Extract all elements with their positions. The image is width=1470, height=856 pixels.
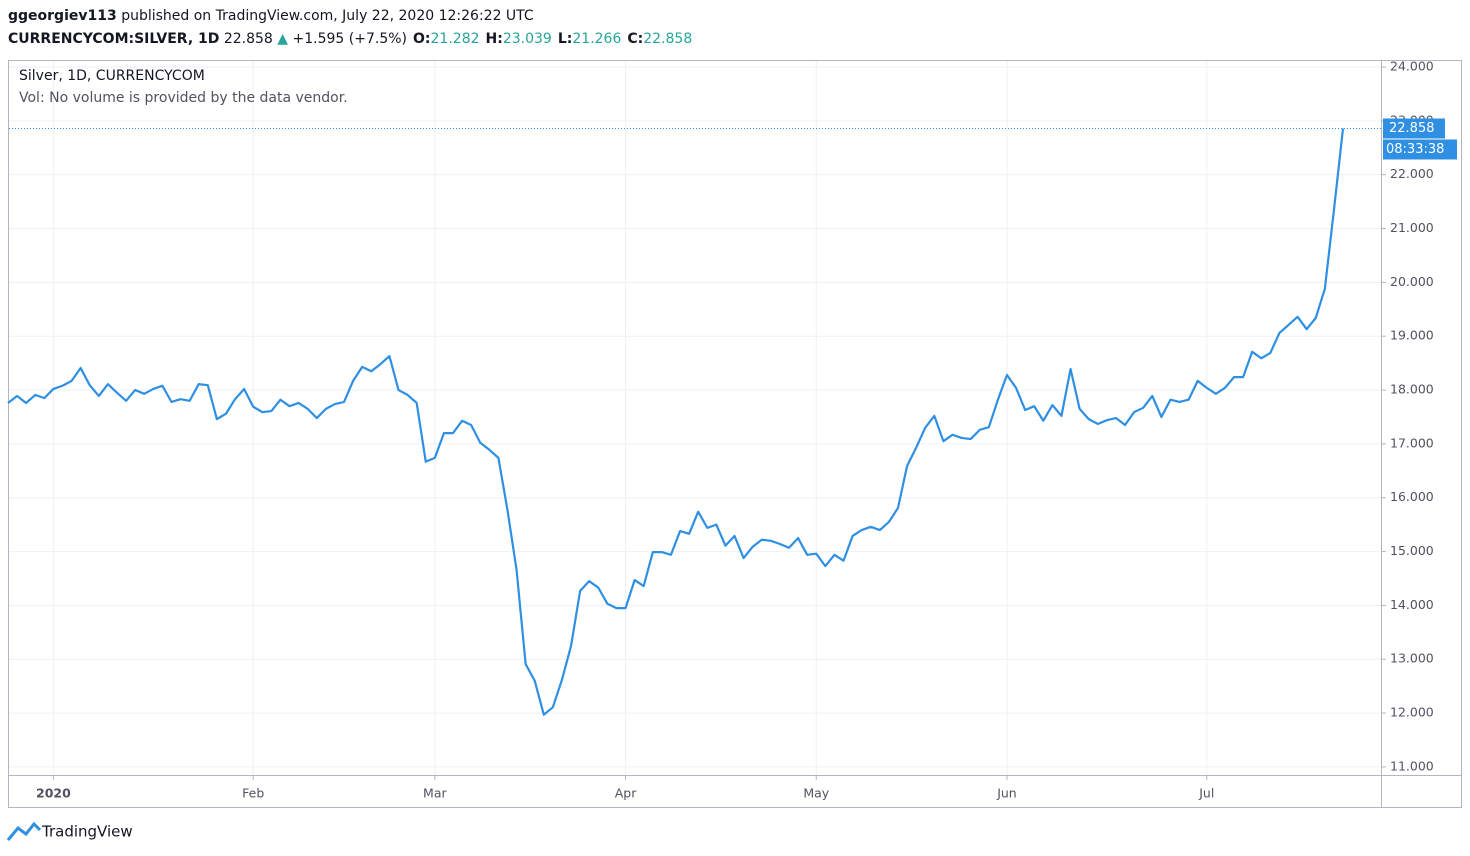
x-tick-label: Jul — [1198, 786, 1214, 801]
user: ggeorgiev113 — [8, 8, 117, 24]
plot: 22.858 08:33:38 — [7, 118, 1457, 716]
ohlc-value: 23.039 — [503, 31, 552, 47]
change: +1.595 (+7.5%) — [293, 31, 407, 47]
ohlc-value: 21.266 — [572, 31, 621, 47]
brand-text: TradingView — [41, 823, 133, 841]
countdown-tag — [1383, 139, 1457, 160]
y-tick-label: 13.000 — [1390, 651, 1434, 666]
countdown-label: 08:33:38 — [1386, 142, 1444, 157]
last-price-tag — [1383, 118, 1445, 139]
price-line — [7, 128, 1345, 716]
y-tick-label: 22.000 — [1390, 166, 1434, 181]
ohlc-label: H: — [486, 31, 503, 47]
ohlc: O:21.282 H:23.039 L:21.266 C:22.858 — [413, 31, 692, 47]
x-tick-label: Apr — [615, 786, 637, 801]
header-line: ggeorgiev113 published on TradingView.co… — [8, 8, 534, 24]
y-tick-label: 15.000 — [1390, 543, 1434, 558]
grid: 11.000 12.000 13.000 14.000 15.000 16.000 17.0… — [9, 58, 1434, 801]
y-tick-label: 21.000 — [1390, 220, 1434, 235]
legend-note: Vol: No volume is provided by the data v… — [19, 90, 348, 106]
ohlc-label: O: — [413, 31, 431, 47]
ohlc-label: L: — [558, 31, 573, 47]
x-tick-label: Feb — [242, 786, 264, 801]
last: 22.858 — [224, 31, 273, 47]
x-tick-label: 2020 — [36, 786, 71, 801]
last-price-label: 22.858 — [1389, 121, 1435, 136]
y-tick-label: 20.000 — [1390, 274, 1434, 289]
ohlc-label: C: — [627, 31, 643, 47]
y-tick-label: 17.000 — [1390, 435, 1434, 450]
y-tick-label: 14.000 — [1390, 597, 1434, 612]
symbol-line: CURRENCYCOM:SILVER, 1D 22.858 ▲ +1.595 (… — [8, 31, 692, 47]
x-tick-label: Jun — [996, 786, 1017, 801]
frame — [8, 60, 1462, 808]
published: published on TradingView.com, July 22, 2… — [121, 8, 534, 24]
y-tick-label: 19.000 — [1390, 328, 1434, 343]
brand-logo — [6, 821, 42, 841]
legend-title: Silver, 1D, CURRENCYCOM — [19, 68, 205, 84]
y-tick-label: 11.000 — [1390, 758, 1434, 773]
brand: TradingView — [6, 821, 133, 841]
y-tick-label: 18.000 — [1390, 382, 1434, 397]
y-tick-label: 16.000 — [1390, 489, 1434, 504]
ohlc-value: 21.282 — [431, 31, 480, 47]
y-tick-label: 12.000 — [1390, 705, 1434, 720]
symbol: CURRENCYCOM:SILVER, 1D — [8, 31, 219, 47]
arrow: ▲ — [277, 31, 288, 47]
x-tick-label: May — [803, 786, 829, 801]
x-tick-label: Mar — [423, 786, 447, 801]
y-tick-label: 24.000 — [1390, 58, 1434, 73]
ohlc-value: 22.858 — [643, 31, 692, 47]
